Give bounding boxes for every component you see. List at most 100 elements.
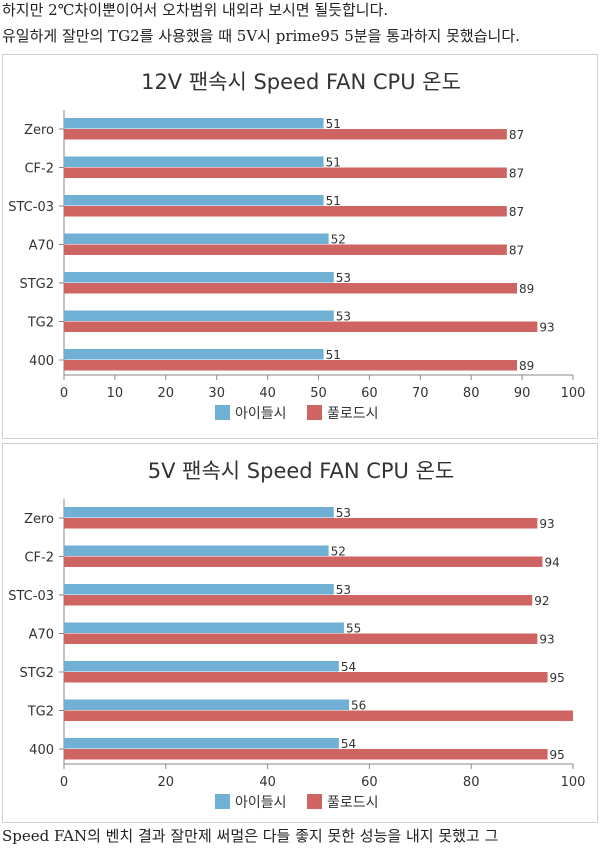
data-label: 51 (326, 348, 341, 362)
bar-full-load (64, 518, 538, 529)
bar-idle (64, 545, 329, 556)
chart-title: 12V 팬속시 Speed FAN CPU 온도 (141, 70, 461, 94)
bar-full-load (64, 749, 548, 760)
bar-idle (64, 738, 339, 749)
data-label: 53 (336, 310, 351, 324)
category-label: 400 (29, 743, 54, 758)
bar-full-load (64, 206, 507, 217)
data-label: 52 (331, 233, 346, 247)
legend-swatch-full-load (307, 405, 322, 420)
category-label: TG2 (27, 705, 54, 720)
x-tick-label: 50 (310, 386, 327, 401)
chart-12v-panel: 12V 팬속시 Speed FAN CPU 온도 0 10 20 30 40 50 60 70 8… (2, 54, 598, 439)
data-label: 95 (550, 748, 565, 762)
chart-12v-svg: 12V 팬속시 Speed FAN CPU 온도 0 10 20 30 40 50 60 70 8… (8, 70, 586, 422)
data-label: 52 (331, 545, 346, 559)
category-label: STC-03 (8, 200, 54, 215)
data-label: 54 (341, 660, 356, 674)
bar-idle (64, 661, 339, 672)
data-label: 53 (336, 271, 351, 285)
data-label: 87 (509, 205, 524, 219)
data-label: 53 (336, 583, 351, 597)
data-label: 87 (509, 244, 524, 258)
bar-full-load (64, 283, 518, 294)
bar-full-load (64, 321, 538, 332)
bar-full-load (64, 244, 507, 255)
legend-label: 풀로드시 (327, 795, 379, 811)
x-tick-label: 0 (60, 386, 68, 401)
intro-text-line-2: 유일하게 잘만의 TG2를 사용했을 때 5V시 prime95 5분을 통과하… (2, 27, 520, 45)
bar-idle (64, 349, 324, 360)
data-label: 53 (336, 506, 351, 520)
chart-title: 5V 팬속시 Speed FAN CPU 온도 (148, 459, 454, 483)
x-tick-label: 40 (259, 775, 276, 790)
bar-idle (64, 584, 334, 595)
data-label: 93 (539, 517, 554, 531)
x-tick-label: 40 (259, 386, 276, 401)
x-tick-label: 100 (561, 775, 586, 790)
x-tick-label: 20 (158, 775, 175, 790)
category-label: A70 (29, 239, 54, 254)
x-tick-label: 70 (412, 386, 429, 401)
legend-swatch-idle (215, 794, 230, 809)
data-label: 87 (509, 167, 524, 181)
category-label: TG2 (27, 316, 54, 331)
bar-idle (64, 507, 334, 518)
bar-full-load (64, 360, 518, 371)
bar-full-load (64, 556, 543, 567)
data-label: 95 (550, 671, 565, 685)
bar-idle (64, 622, 344, 633)
bar-idle (64, 699, 350, 710)
x-tick-label: 90 (514, 386, 531, 401)
category-label: STG2 (19, 277, 54, 292)
data-label: 54 (341, 737, 356, 751)
bar-full-load (64, 672, 548, 683)
legend-swatch-full-load (307, 794, 322, 809)
legend-label: 아이들시 (235, 795, 287, 811)
x-tick-label: 30 (208, 386, 225, 401)
legend-swatch-idle (215, 405, 230, 420)
x-tick-label: 10 (107, 386, 124, 401)
data-label: 93 (539, 321, 554, 335)
category-label: Zero (24, 512, 54, 527)
data-label: 51 (326, 194, 341, 208)
bar-idle (64, 156, 324, 167)
x-tick-label: 80 (463, 775, 480, 790)
data-label: 89 (519, 359, 534, 373)
data-label: 93 (539, 633, 554, 647)
data-label: 51 (326, 156, 341, 170)
bar-idle (64, 272, 334, 283)
category-label: 400 (29, 354, 54, 369)
legend-label: 풀로드시 (327, 406, 379, 422)
bar-full-load (64, 129, 507, 140)
data-label: 87 (509, 128, 524, 142)
x-tick-label: 0 (60, 775, 68, 790)
category-label: STC-03 (8, 589, 54, 604)
bar-full-load (64, 633, 538, 644)
summary-text-line: Speed FAN의 벤치 결과 잘만제 써멀은 다들 좋지 못한 성능을 내지… (2, 827, 499, 845)
bar-idle (64, 310, 334, 321)
bar-full-load (64, 167, 507, 178)
data-label: 51 (326, 117, 341, 131)
category-label: CF-2 (24, 162, 54, 177)
intro-text-line-1: 하지만 2℃차이뿐이어서 오차범위 내외라 보시면 될듯합니다. (2, 1, 389, 19)
bar-full-load (64, 710, 573, 721)
x-tick-label: 60 (361, 386, 378, 401)
bar-full-load (64, 595, 533, 606)
category-label: STG2 (19, 666, 54, 681)
data-label: 89 (519, 282, 534, 296)
data-label: 94 (544, 556, 559, 570)
bar-idle (64, 233, 329, 244)
category-label: Zero (24, 123, 54, 138)
x-tick-label: 20 (158, 386, 175, 401)
x-tick-label: 80 (463, 386, 480, 401)
bar-idle (64, 195, 324, 206)
category-label: A70 (29, 628, 54, 643)
legend-label: 아이들시 (235, 406, 287, 422)
x-tick-label: 100 (561, 386, 586, 401)
chart-5v-panel: 5V 팬속시 Speed FAN CPU 온도 0 20 40 60 80 100 Zero 5… (2, 443, 598, 823)
data-label: 92 (534, 594, 549, 608)
category-label: CF-2 (24, 551, 54, 566)
x-tick-label: 60 (361, 775, 378, 790)
bar-idle (64, 118, 324, 129)
